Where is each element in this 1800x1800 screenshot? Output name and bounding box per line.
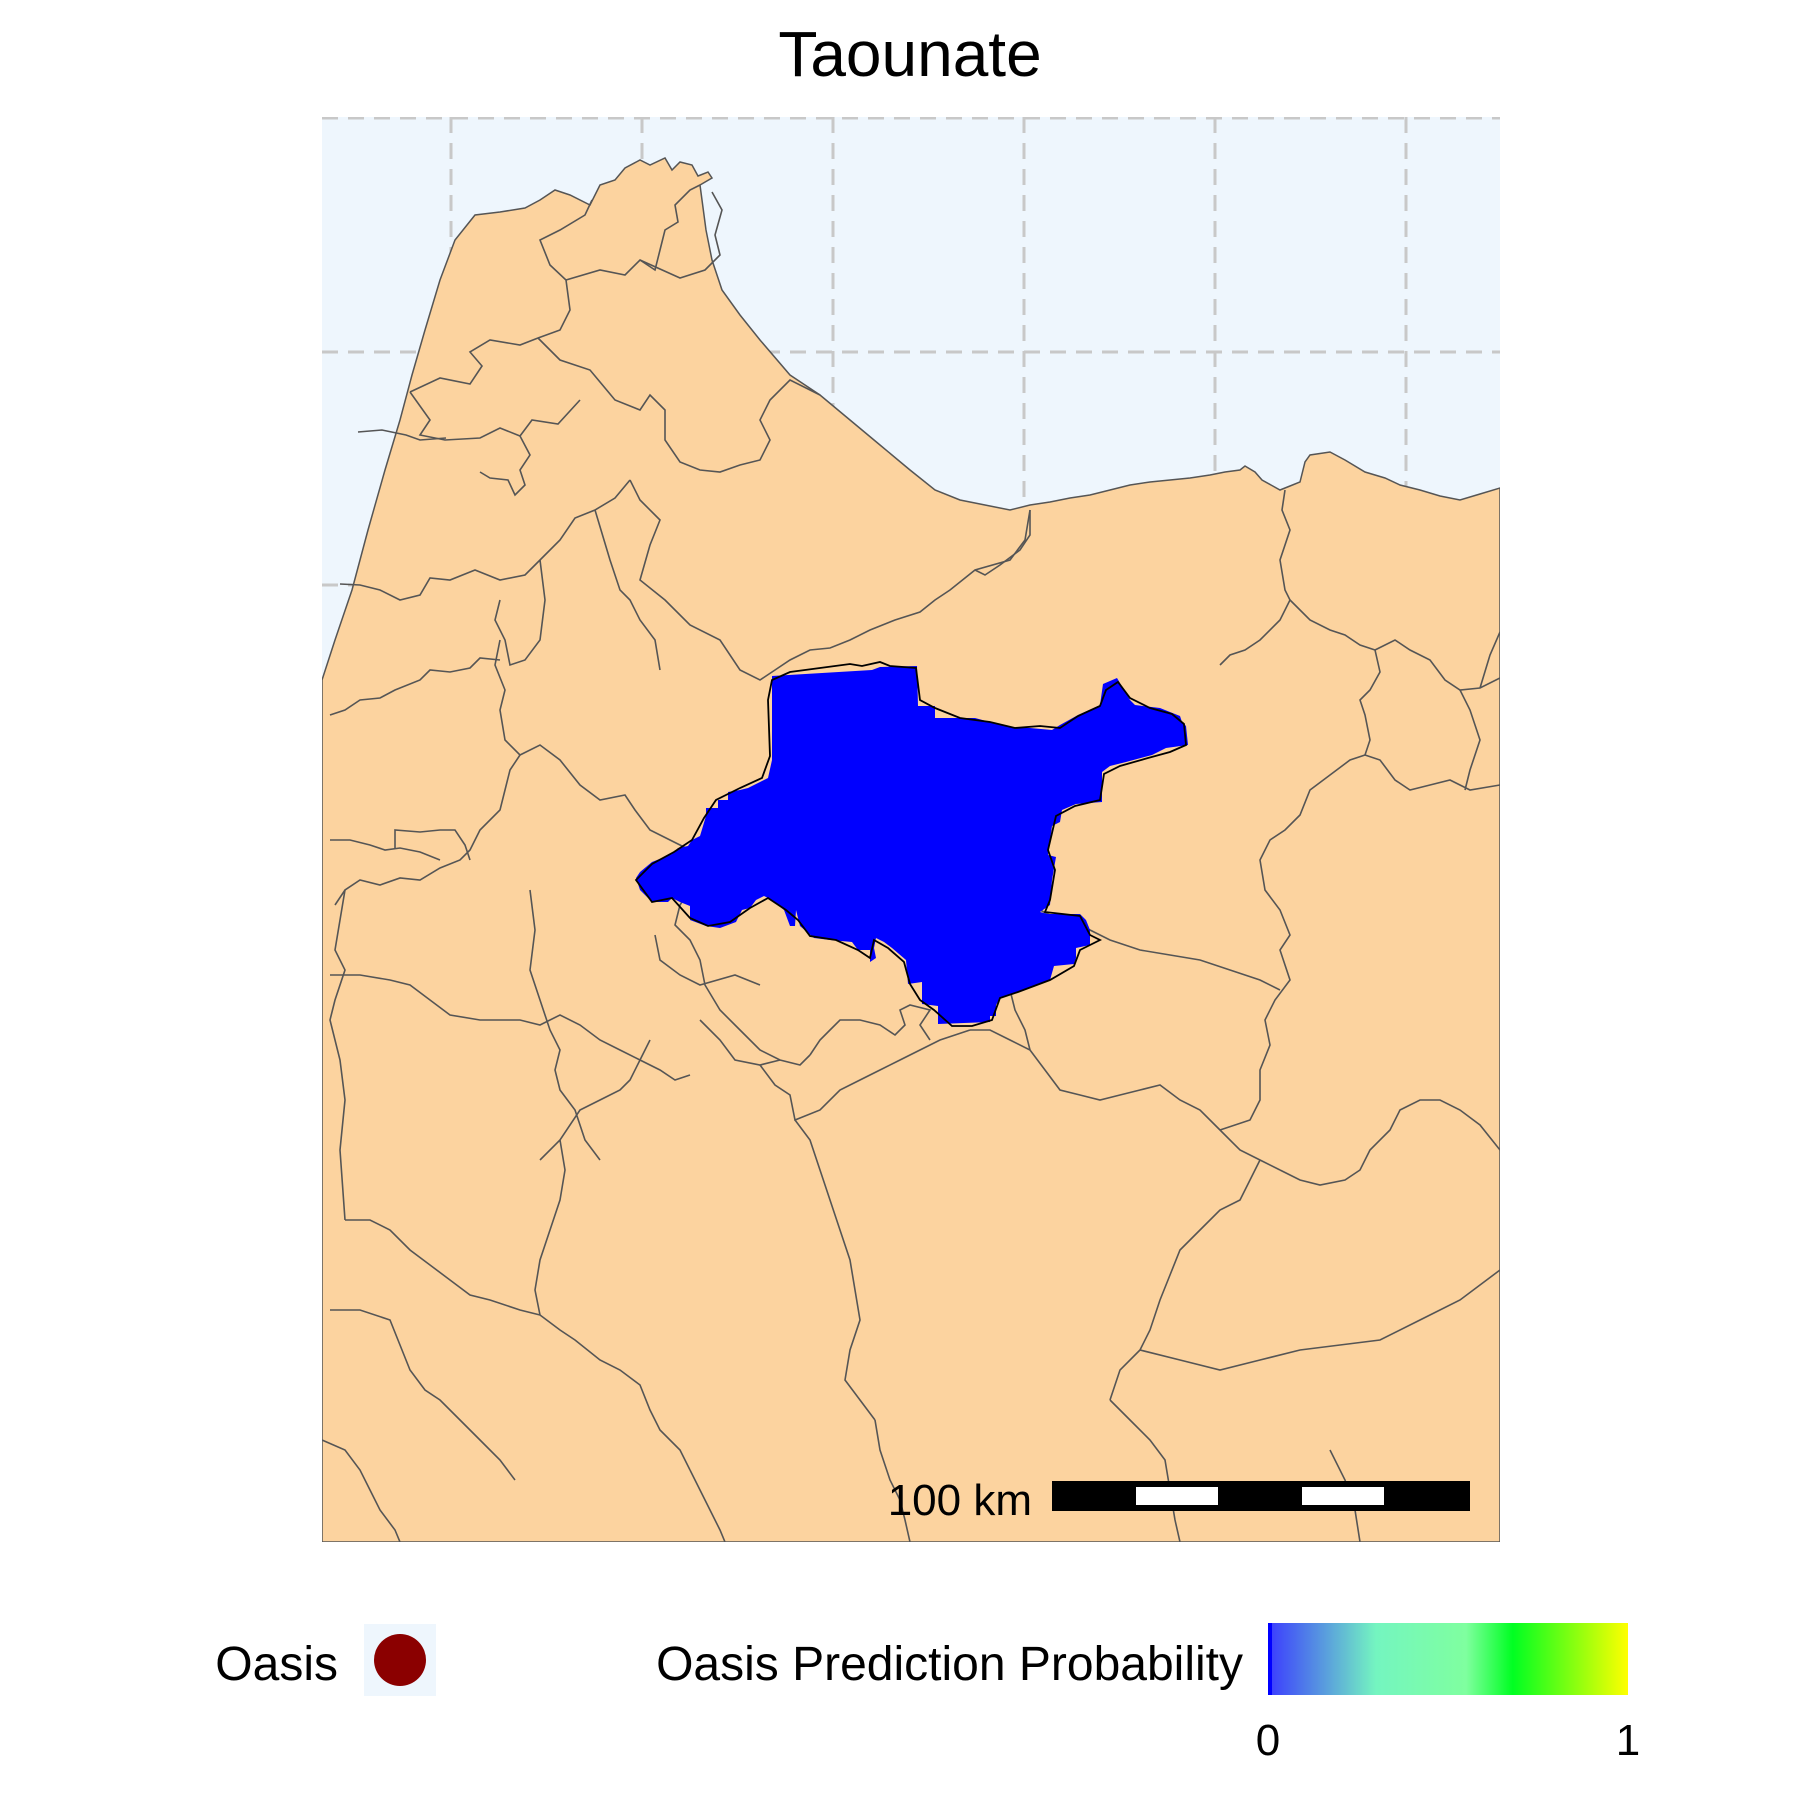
legend-oasis: Oasis bbox=[215, 1624, 436, 1696]
legend-probability-label: Oasis Prediction Probability bbox=[656, 1638, 1243, 1691]
map-title: Taounate bbox=[778, 18, 1041, 90]
scale-bar-label: 100 km bbox=[888, 1476, 1032, 1525]
scale-bar: 100 km bbox=[888, 1476, 1470, 1525]
scale-bar-frame bbox=[1052, 1481, 1470, 1511]
oasis-marker-icon bbox=[374, 1634, 426, 1686]
scale-bar-segment-white-2 bbox=[1302, 1487, 1384, 1505]
scale-bar-segment-white-1 bbox=[1136, 1487, 1218, 1505]
probability-colorbar bbox=[1268, 1623, 1628, 1695]
legend-probability: Oasis Prediction Probability 0 1 bbox=[656, 1623, 1640, 1765]
prediction-raster bbox=[636, 666, 1188, 1024]
legend-oasis-label: Oasis bbox=[215, 1638, 338, 1691]
taounate-boundary bbox=[634, 661, 1187, 1027]
colorbar-max-label: 1 bbox=[1616, 1716, 1640, 1765]
colorbar-min-label: 0 bbox=[1256, 1716, 1280, 1765]
map-panel bbox=[322, 117, 1500, 1542]
province-borders bbox=[322, 184, 1500, 1542]
